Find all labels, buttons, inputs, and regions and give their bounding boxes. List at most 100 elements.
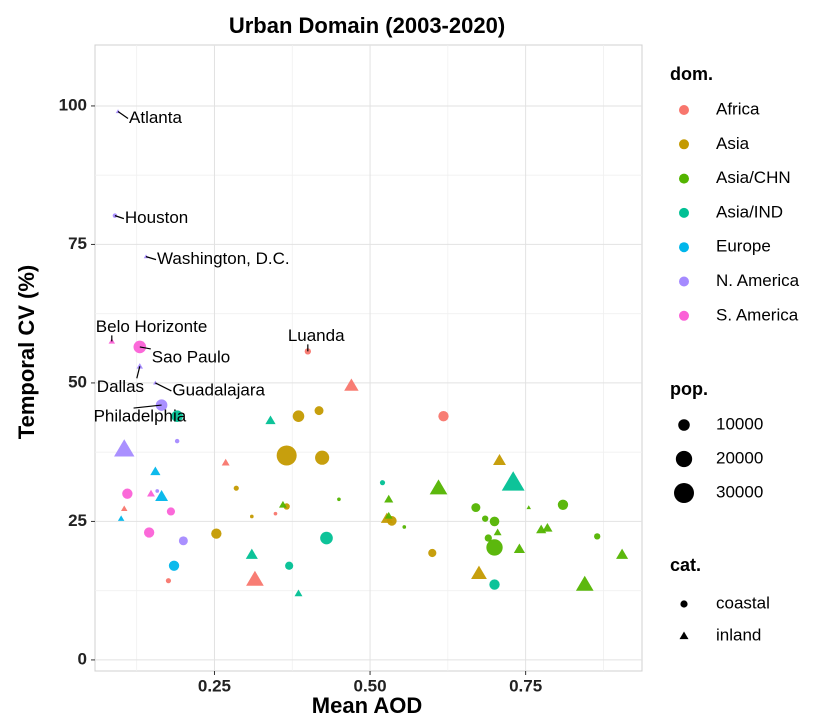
legend-label: 10000 — [716, 414, 763, 433]
point — [221, 458, 230, 466]
shape-legend-mark — [680, 600, 688, 608]
annotation: Washington, D.C. — [157, 249, 290, 268]
point — [143, 527, 155, 538]
point — [402, 525, 407, 529]
point — [246, 570, 264, 586]
legend-label: Asia — [716, 134, 750, 153]
annotation-leader — [155, 382, 172, 392]
y-tick-label: 50 — [68, 372, 87, 391]
point — [171, 410, 183, 422]
point — [513, 543, 525, 554]
point — [493, 454, 506, 466]
point — [178, 536, 188, 546]
point — [482, 515, 489, 522]
annotation: Sao Paulo — [152, 347, 230, 366]
point — [320, 531, 333, 545]
point — [265, 415, 276, 425]
point — [292, 410, 305, 422]
legend-label: coastal — [716, 593, 770, 612]
point — [314, 406, 324, 416]
legend-label: Asia/IND — [716, 202, 783, 221]
point — [168, 560, 180, 571]
point — [429, 479, 448, 495]
x-tick-label: 0.75 — [509, 676, 542, 695]
size-legend-mark — [675, 450, 693, 468]
y-tick-label: 100 — [59, 95, 87, 114]
point — [155, 399, 168, 411]
y-tick-label: 0 — [78, 649, 87, 668]
legend-swatch — [679, 276, 689, 287]
point — [233, 485, 239, 491]
point — [489, 579, 500, 590]
legend-title: pop. — [670, 379, 708, 399]
annotation-leader — [133, 404, 162, 409]
annotation-leader — [117, 110, 129, 119]
annotation: Philadelphia — [94, 407, 187, 426]
point — [278, 500, 287, 508]
point — [384, 511, 393, 519]
annotation: Houston — [125, 208, 188, 227]
shape-legend-mark — [679, 631, 689, 640]
point — [249, 514, 254, 519]
legend-title: cat. — [670, 555, 701, 575]
point — [147, 489, 155, 497]
point — [155, 490, 169, 502]
point — [276, 445, 297, 466]
point — [121, 505, 128, 511]
x-axis-title: Mean AOD — [312, 693, 422, 718]
point — [486, 539, 503, 556]
size-legend-mark — [678, 419, 690, 431]
point — [122, 488, 133, 499]
point — [594, 533, 601, 540]
annotation: Dallas — [97, 377, 144, 396]
annotation-leader — [145, 256, 157, 261]
point — [294, 589, 303, 597]
point — [315, 450, 330, 465]
point — [136, 363, 144, 369]
point — [616, 548, 629, 559]
legend-label: Africa — [716, 99, 760, 118]
annotation: Luanda — [288, 326, 345, 345]
point — [114, 439, 135, 457]
y-tick-label: 25 — [68, 511, 87, 530]
legend-swatch — [679, 139, 689, 150]
point — [471, 503, 481, 513]
point — [428, 548, 437, 558]
annotation: Belo Horizonte — [96, 317, 208, 336]
legend-label: Asia/CHN — [716, 168, 791, 187]
point — [337, 497, 341, 502]
annotation: Atlanta — [129, 108, 182, 127]
legend-label: Europe — [716, 237, 771, 256]
point — [526, 505, 532, 510]
point — [501, 471, 525, 491]
x-tick-label: 0.50 — [354, 676, 387, 695]
legend-swatch — [679, 242, 689, 253]
legend-swatch — [679, 105, 689, 115]
legend-label: 20000 — [716, 448, 763, 467]
legend-label: N. America — [716, 271, 800, 290]
point — [493, 528, 502, 536]
point — [211, 528, 222, 539]
y-tick-label: 75 — [68, 234, 87, 253]
chart-title: Urban Domain (2003-2020) — [229, 13, 505, 38]
point — [471, 565, 487, 580]
y-axis-title: Temporal CV (%) — [14, 265, 39, 439]
point — [166, 507, 176, 516]
point — [438, 411, 449, 422]
point — [542, 522, 553, 532]
legend-label: 30000 — [716, 482, 763, 501]
annotation-leader — [139, 346, 151, 350]
legend-label: inland — [716, 625, 761, 644]
point — [557, 499, 569, 510]
point — [245, 548, 258, 559]
legend-swatch — [679, 310, 689, 321]
point — [379, 480, 386, 486]
annotation-leader — [114, 215, 125, 220]
point — [165, 578, 172, 584]
plot-panel — [94, 44, 643, 672]
point — [489, 516, 500, 527]
point — [117, 515, 125, 521]
point — [273, 511, 278, 516]
point — [174, 438, 180, 444]
